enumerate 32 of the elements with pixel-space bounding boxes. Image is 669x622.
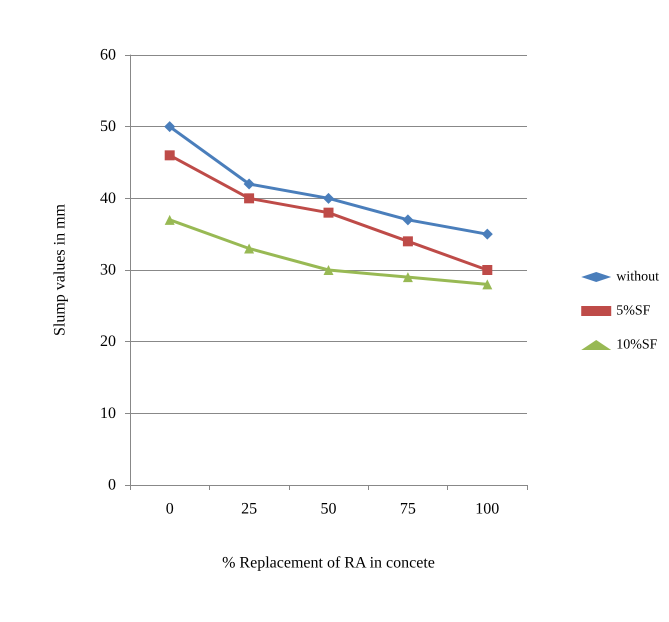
- y-axis-title: Slump values in mm: [52, 203, 68, 336]
- point: [244, 178, 255, 190]
- point: [164, 121, 176, 132]
- y-tick-label: 30: [100, 262, 116, 278]
- legend-label: 10%SF: [616, 338, 658, 352]
- point: [482, 265, 492, 275]
- x-axis-title: % Replacement of RA in concete: [222, 554, 435, 572]
- point: [164, 150, 175, 160]
- y-tick-label: 40: [100, 190, 116, 207]
- point: [402, 214, 414, 226]
- y-tick-label: 20: [100, 333, 116, 350]
- point: [244, 193, 254, 204]
- point: [244, 244, 254, 254]
- x-tick-label: 0: [166, 500, 174, 518]
- x-tick-label: 50: [320, 500, 336, 518]
- y-tick-label: 10: [100, 404, 116, 422]
- point: [482, 279, 492, 290]
- point: [402, 272, 413, 282]
- point: [323, 192, 334, 204]
- x-tick-label: 100: [475, 500, 500, 518]
- point: [402, 236, 413, 246]
- y-tick-label: 50: [100, 118, 116, 136]
- point: [324, 208, 334, 218]
- legend-label: without: [616, 270, 660, 284]
- point: [164, 214, 175, 225]
- y-tick-label: 0: [108, 476, 116, 494]
- x-tick-label: 75: [400, 500, 416, 518]
- y-tick-label: 60: [100, 46, 116, 64]
- x-tick-label: 25: [241, 500, 258, 518]
- point: [482, 228, 493, 240]
- point: [324, 265, 334, 275]
- legend-label: 5%SF: [616, 304, 651, 318]
